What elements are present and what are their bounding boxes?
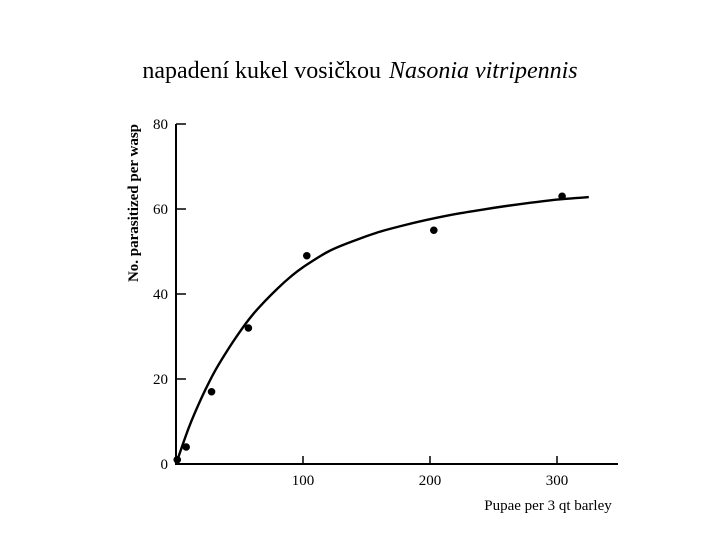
y-tick-label: 20 [153, 372, 168, 388]
fitted-curve [174, 195, 589, 465]
y-tick-label: 80 [153, 117, 168, 133]
data-point [182, 443, 190, 451]
x-tick-label: 100 [292, 473, 315, 489]
axes [175, 124, 618, 465]
x-tick-label: 200 [419, 473, 442, 489]
x-axis-ticks: 100 200 300 [292, 456, 569, 489]
data-point [558, 192, 566, 201]
y-axis-label: No. parasitized per wasp [126, 124, 142, 282]
y-tick-label: 40 [153, 287, 168, 303]
data-point [303, 251, 311, 260]
data-point [430, 226, 438, 235]
data-point [207, 387, 216, 396]
y-tick-label: 0 [161, 457, 169, 473]
x-tick-label: 300 [546, 473, 569, 489]
data-point [173, 455, 182, 464]
y-axis-ticks: 0 20 40 60 80 [153, 117, 186, 473]
data-point [244, 324, 253, 332]
y-tick-label: 60 [153, 202, 168, 218]
data-points [173, 192, 566, 464]
slide-title-text: napadení kukel vosičkou [142, 58, 381, 84]
x-axis-label: Pupae per 3 qt barley [484, 498, 612, 514]
slide-title-species: Nasonia vitripennis [388, 58, 578, 84]
slide-title: napadení kukel vosičkou Nasonia vitripenn… [0, 58, 720, 85]
